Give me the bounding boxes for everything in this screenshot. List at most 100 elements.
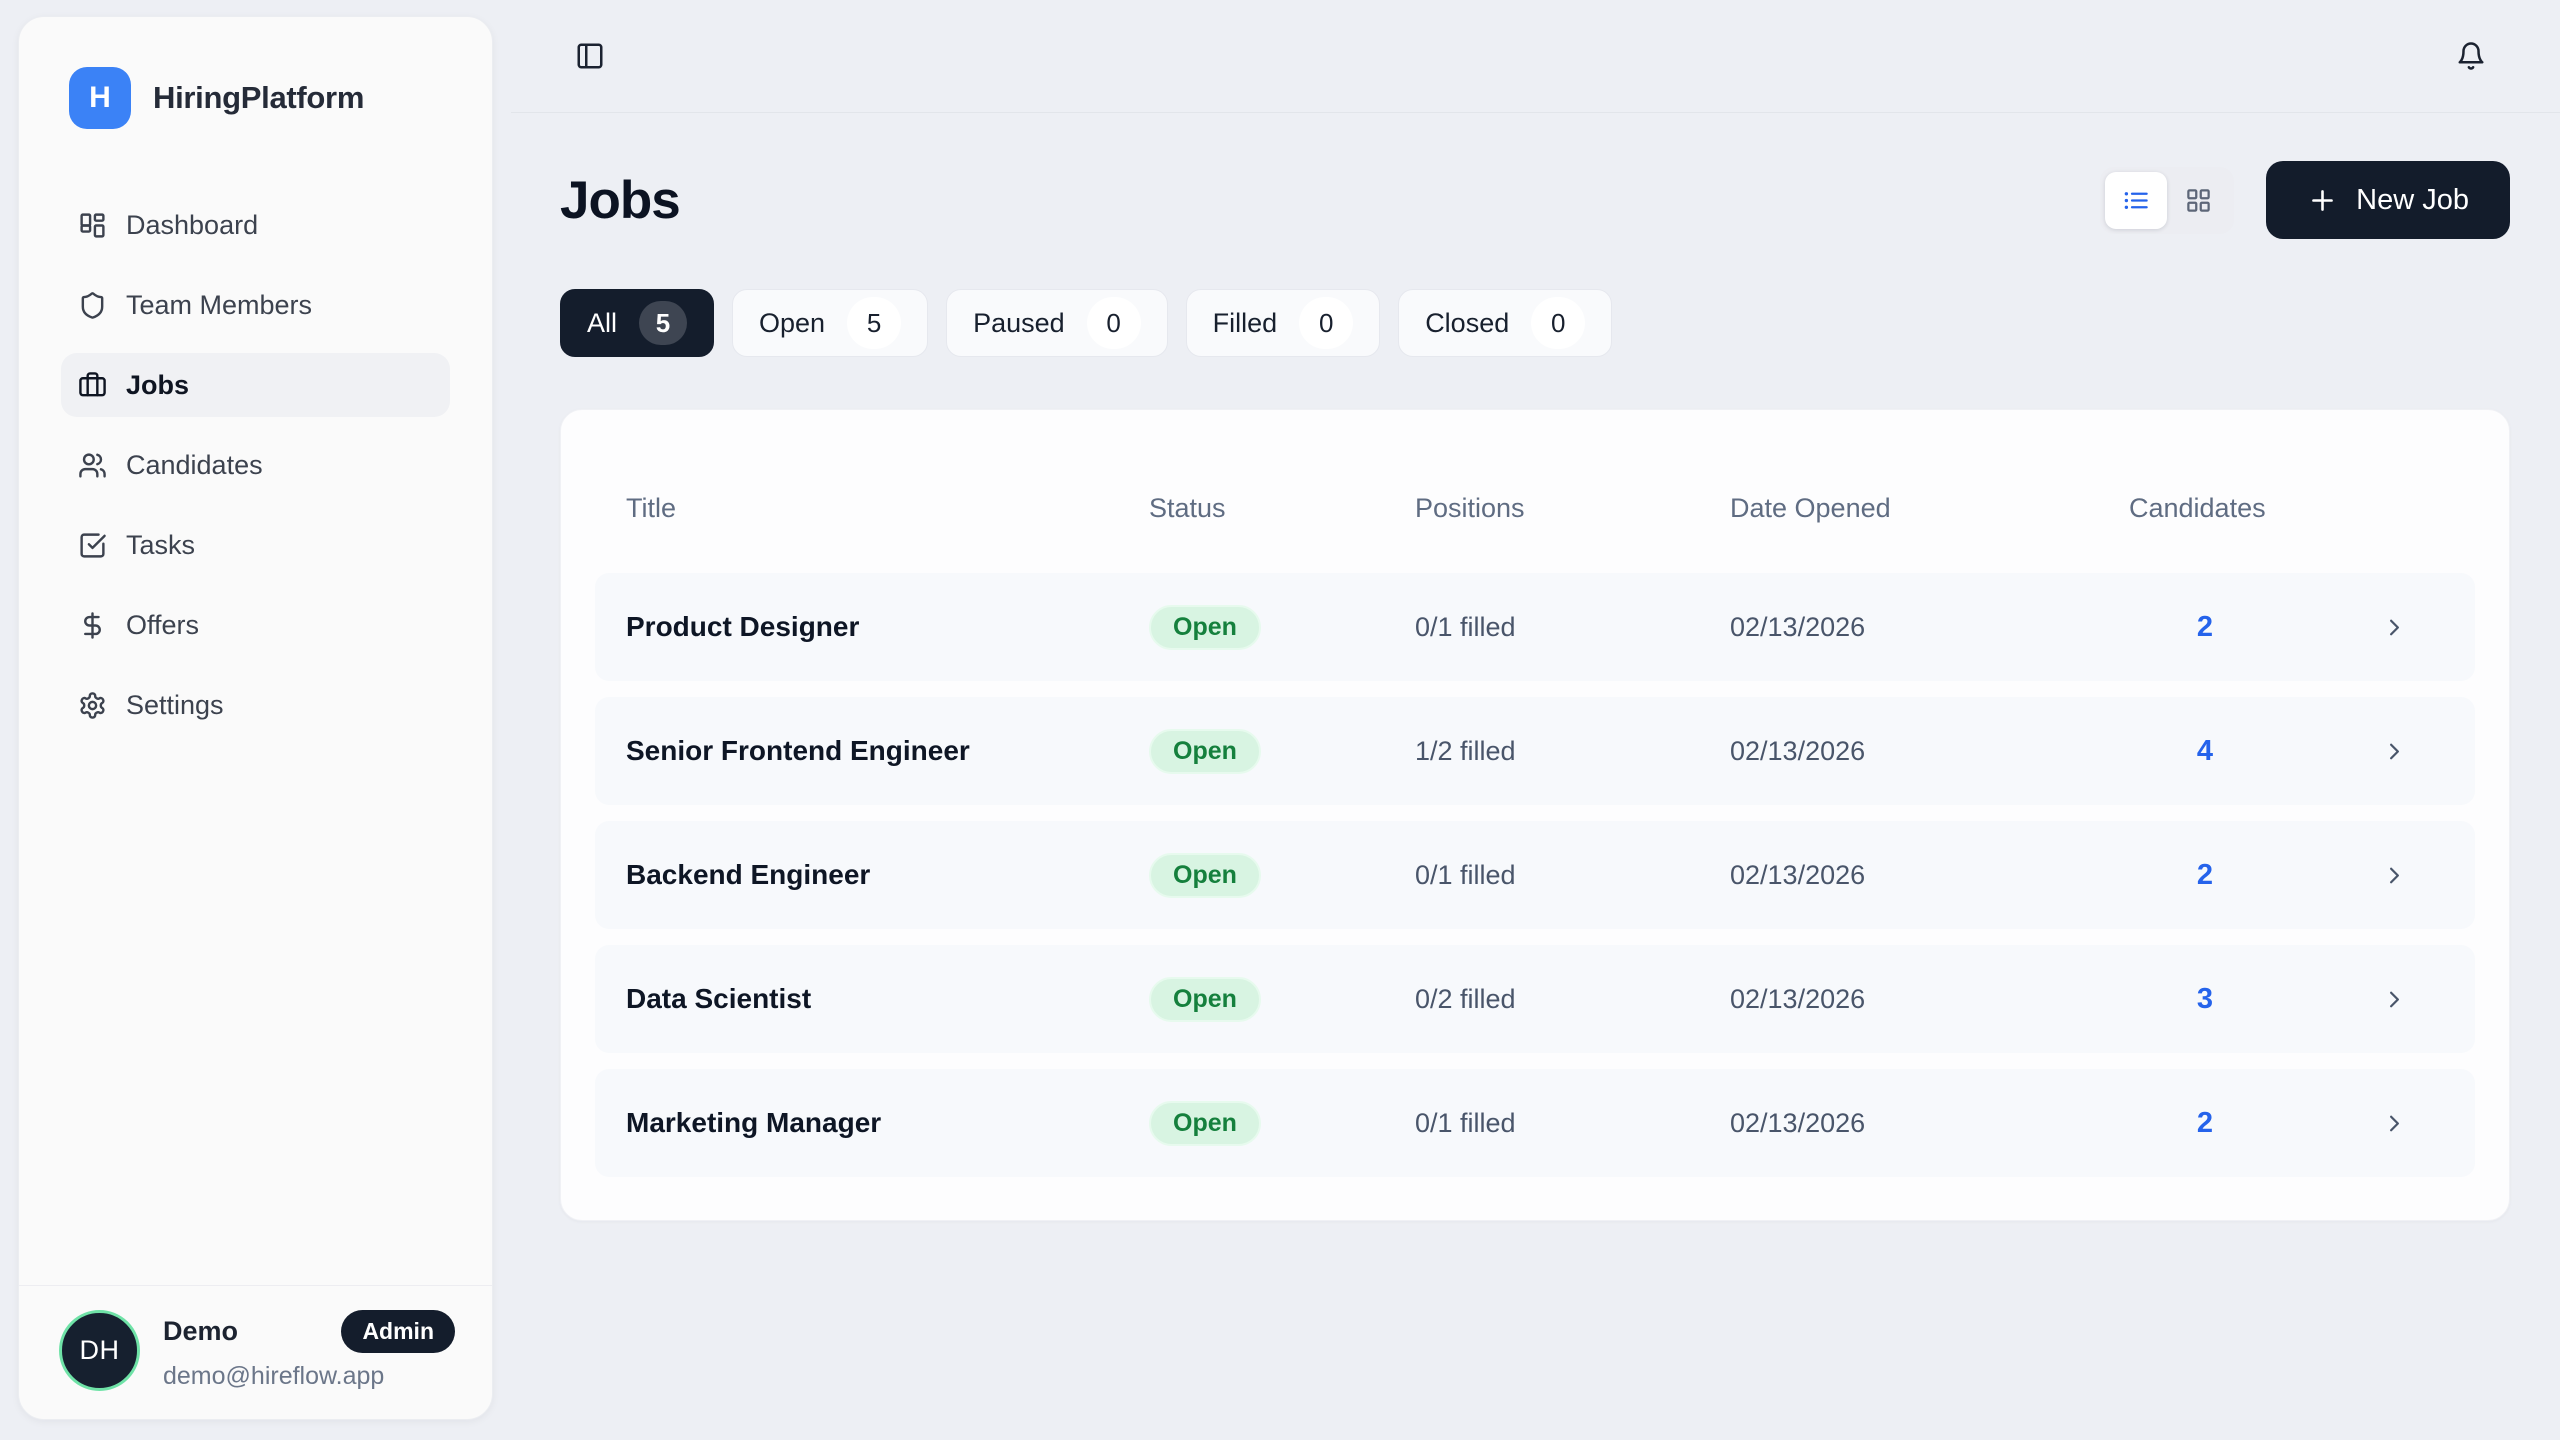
- layout-grid-icon: [2185, 187, 2212, 214]
- sidebar-nav-item[interactable]: Team Members: [61, 273, 450, 337]
- avatar[interactable]: DH: [59, 1310, 140, 1391]
- status-filter-tab[interactable]: Closed 0: [1398, 289, 1613, 357]
- role-badge: Admin: [341, 1310, 455, 1353]
- status-filter-tab-label: Filled: [1212, 307, 1278, 338]
- job-positions: 0/1 filled: [1415, 1107, 1516, 1138]
- sidebar-nav-item-label: Team Members: [126, 289, 313, 320]
- sidebar-nav-item-label: Candidates: [126, 449, 263, 480]
- shield-icon: [78, 291, 107, 320]
- job-date-opened: 02/13/2026: [1730, 859, 1866, 890]
- chevron-right-icon: [2381, 986, 2408, 1013]
- main-area: Jobs New Job All: [511, 0, 2560, 1440]
- status-filter-tab-count: 0: [1531, 297, 1586, 349]
- sidebar-nav-item-label: Jobs: [126, 369, 190, 400]
- status-filter-tab-label: All: [587, 307, 618, 338]
- sidebar-nav-item[interactable]: Candidates: [61, 433, 450, 497]
- sidebar-nav: Dashboard Team Members Jobs Candidates T…: [61, 193, 450, 737]
- status-filter-tab-count: 5: [847, 297, 902, 349]
- status-filter-tab-count: 5: [639, 301, 688, 345]
- page-title: Jobs: [560, 170, 681, 230]
- status-badge: Open: [1149, 852, 1261, 898]
- job-title: Senior Frontend Engineer: [626, 735, 970, 766]
- candidates-count-link[interactable]: 2: [2196, 1106, 2214, 1139]
- job-title: Backend Engineer: [626, 859, 871, 890]
- job-title: Product Designer: [626, 611, 860, 642]
- brand: H HiringPlatform: [19, 17, 492, 129]
- job-positions: 0/2 filled: [1415, 983, 1516, 1014]
- job-row[interactable]: Marketing Manager Open 0/1 filled 02/13/…: [595, 1069, 2475, 1177]
- brand-name: HiringPlatform: [153, 80, 365, 115]
- brand-logo: H: [69, 67, 131, 129]
- status-filter-tab-count: 0: [1299, 297, 1354, 349]
- status-filter-tab[interactable]: Filled 0: [1185, 289, 1381, 357]
- briefcase-icon: [78, 371, 107, 400]
- candidates-count-link[interactable]: 3: [2196, 982, 2214, 1015]
- jobs-table-rows: Product Designer Open 0/1 filled 02/13/2…: [595, 573, 2475, 1177]
- job-positions: 1/2 filled: [1415, 735, 1516, 766]
- chevron-right-icon: [2381, 738, 2408, 765]
- notifications-button[interactable]: [2456, 41, 2486, 71]
- status-badge: Open: [1149, 728, 1261, 774]
- table-header-row: Title Status Positions Date Opened Candi…: [595, 444, 2475, 573]
- job-date-opened: 02/13/2026: [1730, 735, 1866, 766]
- sidebar-nav-item[interactable]: Tasks: [61, 513, 450, 577]
- column-header-date-opened: Date Opened: [1730, 493, 1891, 523]
- status-badge: Open: [1149, 1100, 1261, 1146]
- column-header-title: Title: [626, 493, 677, 523]
- layout-dashboard-icon: [78, 211, 107, 240]
- status-badge: Open: [1149, 604, 1261, 650]
- job-title: Marketing Manager: [626, 1107, 882, 1138]
- sidebar-nav-item-label: Dashboard: [126, 209, 259, 240]
- sidebar-nav-item-label: Settings: [126, 689, 224, 720]
- user-email: demo@hireflow.app: [163, 1362, 385, 1390]
- sidebar-nav-item[interactable]: Settings: [61, 673, 450, 737]
- job-date-opened: 02/13/2026: [1730, 983, 1866, 1014]
- topbar: [511, 0, 2560, 113]
- sidebar-nav-item-label: Tasks: [126, 529, 196, 560]
- job-row[interactable]: Product Designer Open 0/1 filled 02/13/2…: [595, 573, 2475, 681]
- status-filter-tab[interactable]: Paused 0: [946, 289, 1168, 357]
- candidates-count-link[interactable]: 2: [2196, 610, 2214, 643]
- users-icon: [78, 451, 107, 480]
- status-filter-tab[interactable]: All 5: [560, 289, 715, 357]
- view-toggle: [2100, 166, 2235, 234]
- candidates-count-link[interactable]: 2: [2196, 858, 2214, 891]
- square-check-icon: [78, 531, 107, 560]
- column-header-candidates: Candidates: [2129, 493, 2266, 523]
- column-header-status: Status: [1149, 493, 1226, 523]
- job-title: Data Scientist: [626, 983, 812, 1014]
- chevron-right-icon: [2381, 614, 2408, 641]
- list-icon: [2123, 187, 2150, 214]
- new-job-button[interactable]: New Job: [2266, 161, 2510, 239]
- sidebar: H HiringPlatform Dashboard Team Members …: [18, 16, 493, 1420]
- user-panel: DH Demo Admin demo@hireflow.app: [19, 1285, 492, 1419]
- chevron-right-icon: [2381, 1110, 2408, 1137]
- content: Jobs New Job All: [511, 161, 2560, 1221]
- candidates-count-link[interactable]: 4: [2196, 734, 2214, 767]
- job-positions: 0/1 filled: [1415, 611, 1516, 642]
- status-filter-tab[interactable]: Open 5: [732, 289, 929, 357]
- job-date-opened: 02/13/2026: [1730, 611, 1866, 642]
- sidebar-toggle-button[interactable]: [575, 41, 605, 71]
- panel-left-icon: [575, 41, 605, 71]
- sidebar-nav-item[interactable]: Dashboard: [61, 193, 450, 257]
- list-view-button[interactable]: [2105, 171, 2168, 229]
- job-row[interactable]: Data Scientist Open 0/2 filled 02/13/202…: [595, 945, 2475, 1053]
- chevron-right-icon: [2381, 862, 2408, 889]
- job-date-opened: 02/13/2026: [1730, 1107, 1866, 1138]
- job-row[interactable]: Senior Frontend Engineer Open 1/2 filled…: [595, 697, 2475, 805]
- status-filter-tab-label: Paused: [973, 307, 1065, 338]
- column-header-positions: Positions: [1415, 493, 1525, 523]
- status-filter-tab-label: Closed: [1425, 307, 1510, 338]
- sidebar-nav-item[interactable]: Jobs: [61, 353, 450, 417]
- job-positions: 0/1 filled: [1415, 859, 1516, 890]
- user-name: Demo: [163, 1316, 239, 1346]
- status-filter-tabs: All 5 Open 5 Paused 0 Filled 0 Closed 0: [560, 289, 2510, 357]
- job-row[interactable]: Backend Engineer Open 0/1 filled 02/13/2…: [595, 821, 2475, 929]
- grid-view-button[interactable]: [2167, 172, 2229, 229]
- bell-icon: [2456, 41, 2486, 71]
- new-job-button-label: New Job: [2356, 183, 2469, 216]
- status-filter-tab-label: Open: [759, 307, 826, 338]
- sidebar-nav-item-label: Offers: [126, 609, 200, 640]
- sidebar-nav-item[interactable]: Offers: [61, 593, 450, 657]
